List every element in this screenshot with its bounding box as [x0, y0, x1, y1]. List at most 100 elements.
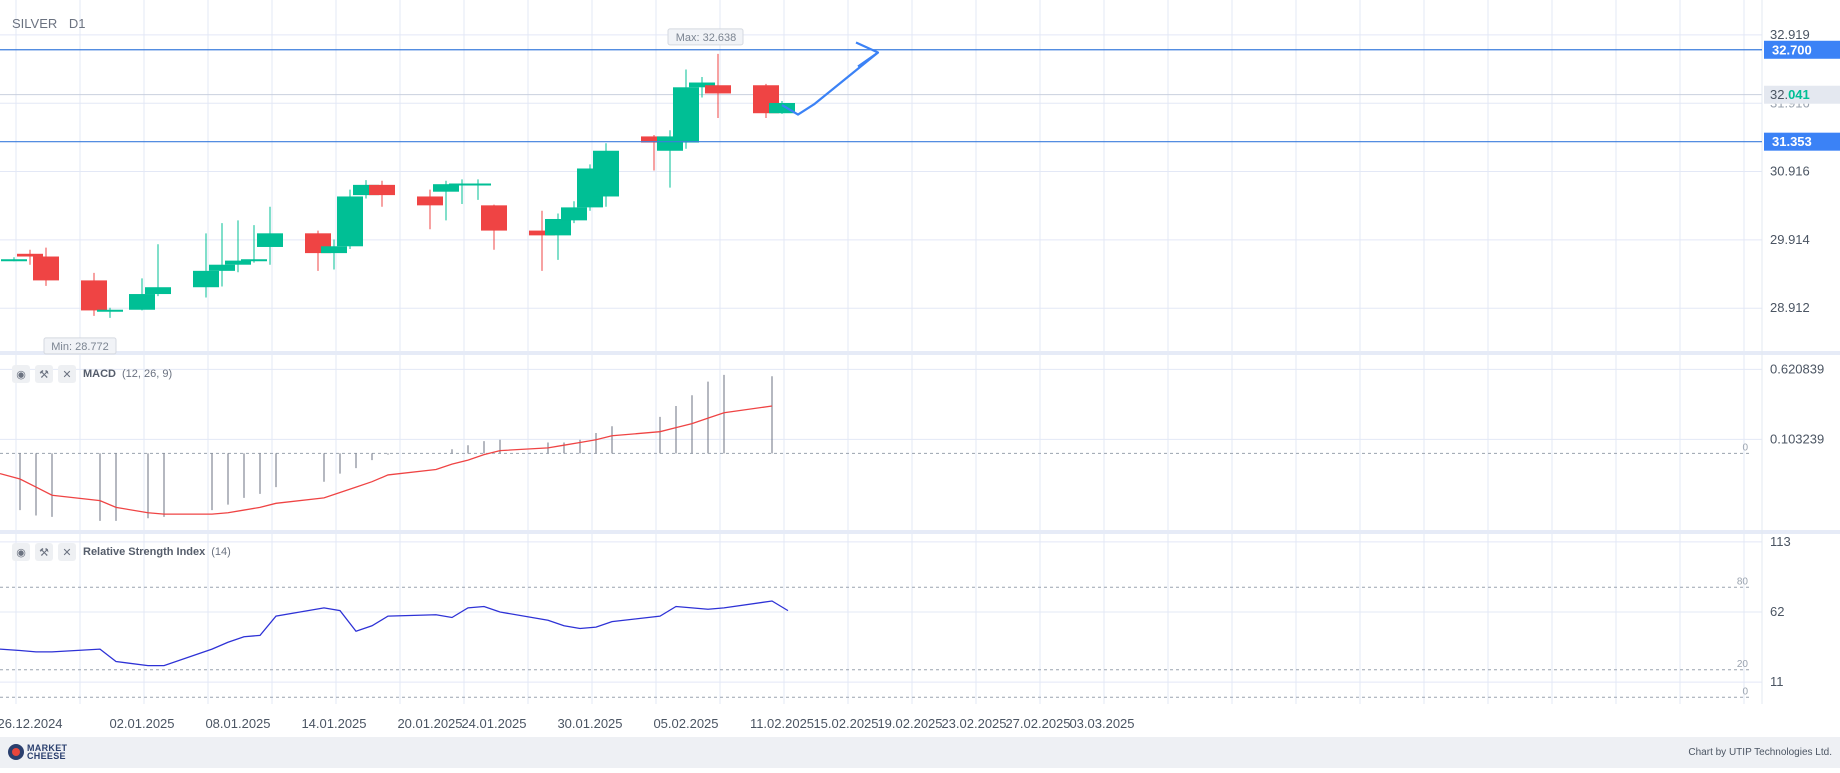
rsi-panel-header: ◉ ⚒ ✕ Relative Strength Index (14): [12, 543, 231, 561]
timeframe-label: D1: [68, 16, 86, 31]
candle-body: [673, 87, 699, 143]
candle: [129, 278, 155, 311]
forecast-arrowhead: [855, 41, 880, 68]
candle-body: [641, 136, 667, 143]
candle: [753, 83, 779, 118]
macd-params: (12, 26, 9): [122, 368, 173, 380]
footer-bar: MARKET CHEESE Chart by UTIP Technologies…: [0, 737, 1840, 768]
wrench-icon[interactable]: ⚒: [35, 543, 53, 561]
candle-body: [433, 184, 459, 192]
eye-icon[interactable]: ◉: [12, 543, 30, 561]
candle-body: [225, 260, 251, 265]
candle: [689, 77, 715, 98]
candle-body: [33, 256, 59, 281]
rsi-level-label: 80: [1737, 576, 1749, 587]
candle-body: [129, 294, 155, 310]
candle: [241, 225, 267, 263]
candle: [17, 249, 43, 265]
candle-body: [353, 184, 379, 196]
price-tick-label: 29.914: [1770, 232, 1810, 247]
price-tick-label: 32.919: [1770, 27, 1810, 42]
max-tag-text: Max: 32.638: [676, 32, 737, 44]
candle-body: [1, 259, 27, 262]
level-badge: [1764, 132, 1840, 151]
close-icon[interactable]: ✕: [58, 543, 76, 561]
logo-icon: [8, 744, 24, 760]
symbol-header: SILVER D1: [12, 16, 94, 31]
x-tick-label: 20.01.2025: [397, 716, 462, 731]
x-tick-label: 30.01.2025: [557, 716, 622, 731]
candle: [209, 223, 235, 287]
last-price-badge: [1764, 85, 1840, 104]
rsi-params: (14): [211, 546, 231, 558]
macd-zero-label: 0: [1742, 442, 1748, 453]
macd-tick-label: 0.620839: [1770, 361, 1824, 376]
candle-body: [321, 246, 347, 254]
logo-line1: MARKET: [27, 743, 68, 753]
level-badge-text: 31.353: [1772, 134, 1812, 149]
candle-body: [465, 183, 491, 186]
candle-body: [561, 207, 587, 221]
candle-body: [769, 102, 795, 114]
candle: [257, 206, 283, 265]
candle: [337, 189, 363, 250]
brand-logo[interactable]: MARKET CHEESE: [8, 743, 68, 761]
candle-body: [705, 85, 731, 94]
candle-body: [689, 82, 715, 88]
panel-separator: [0, 530, 1840, 534]
macd-panel-header: ◉ ⚒ ✕ MACD (12, 26, 9): [12, 365, 172, 383]
eye-icon[interactable]: ◉: [12, 365, 30, 383]
candle-body: [337, 196, 363, 247]
candle-body: [545, 218, 571, 236]
x-tick-label: 26.12.2024: [0, 716, 63, 731]
min-tag-text: Min: 28.772: [51, 341, 108, 353]
candle-body: [449, 183, 475, 186]
candle-body: [145, 287, 171, 295]
close-icon[interactable]: ✕: [58, 365, 76, 383]
candle-body: [593, 150, 619, 197]
x-tick-label: 08.01.2025: [205, 716, 270, 731]
wrench-icon[interactable]: ⚒: [35, 365, 53, 383]
chart-credit: Chart by UTIP Technologies Ltd.: [1688, 747, 1832, 758]
x-tick-label: 05.02.2025: [653, 716, 718, 731]
x-tick-label: 24.01.2025: [461, 716, 526, 731]
max-tag: [667, 28, 744, 46]
candle: [33, 247, 59, 286]
candle: [545, 213, 571, 260]
candle-body: [209, 264, 235, 271]
candle-body: [17, 253, 43, 257]
candle: [225, 220, 251, 273]
candle: [481, 204, 507, 250]
x-tick-label: 03.03.2025: [1069, 716, 1134, 731]
candle: [465, 179, 491, 200]
candle-body: [193, 270, 219, 288]
candle: [193, 233, 219, 298]
candle-body: [97, 309, 123, 312]
rsi-tick-label: 113: [1770, 534, 1791, 549]
level-badge-text: 32.700: [1772, 42, 1812, 57]
rsi-level-label: 20: [1737, 659, 1749, 670]
x-tick-label: 15.02.2025: [813, 716, 878, 731]
candle-body: [81, 280, 107, 311]
candle: [593, 143, 619, 207]
macd-signal-line: [0, 405, 773, 515]
x-tick-label: 14.01.2025: [301, 716, 366, 731]
forecast-arrow: [781, 51, 879, 116]
macd-name: MACD: [83, 368, 116, 380]
rsi-name: Relative Strength Index: [83, 546, 206, 558]
min-tag: [43, 337, 117, 355]
candle: [145, 244, 171, 297]
x-tick-label: 11.02.2025: [750, 716, 814, 731]
symbol-name: SILVER: [12, 16, 58, 31]
logo-line2: CHEESE: [27, 751, 66, 761]
x-tick-label: 19.02.2025: [877, 716, 942, 731]
candle: [321, 239, 347, 270]
candle-body: [417, 196, 443, 206]
candle: [81, 272, 107, 316]
candle: [561, 201, 587, 224]
last-price-text: 32.041: [1770, 87, 1810, 102]
candle: [641, 135, 667, 171]
candle-body: [369, 184, 395, 196]
